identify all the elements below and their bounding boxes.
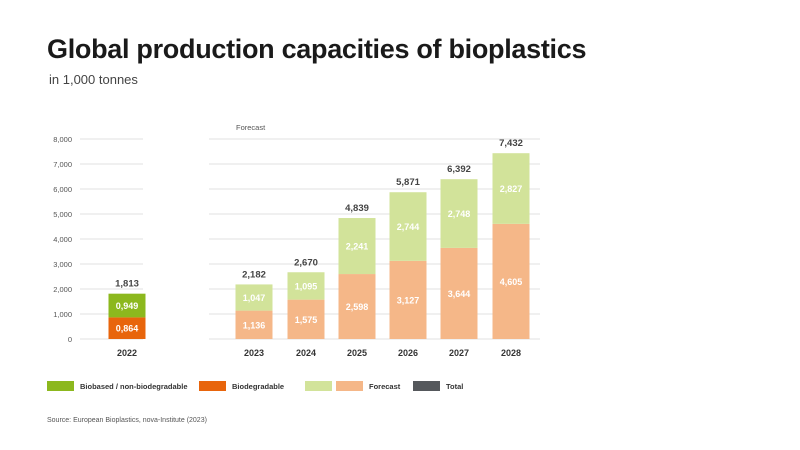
y-tick-label: 2,000 bbox=[53, 285, 72, 294]
x-tick-label: 2027 bbox=[449, 348, 469, 358]
total-label: 1,813 bbox=[115, 279, 139, 290]
y-tick-label: 6,000 bbox=[53, 185, 72, 194]
legend-swatch-forecast_biodegradable bbox=[336, 381, 363, 391]
bar-biobased-2022 bbox=[108, 293, 146, 318]
chart-subtitle: in 1,000 tonnes bbox=[49, 72, 138, 87]
bar-biobased-2024 bbox=[287, 272, 325, 300]
legend-label: Forecast bbox=[369, 382, 401, 391]
data-label-biobased: 2,744 bbox=[397, 222, 420, 232]
bar-biobased-2025 bbox=[338, 218, 376, 275]
data-label-biodegradable: 1,575 bbox=[295, 315, 318, 325]
legend-swatch-biodegradable bbox=[199, 381, 226, 391]
bar-biobased-2026 bbox=[389, 192, 427, 261]
total-label: 2,670 bbox=[294, 257, 318, 268]
bar-biobased-2023 bbox=[235, 284, 273, 311]
legend-label: Biodegradable bbox=[232, 382, 284, 391]
y-tick-label: 0 bbox=[68, 335, 72, 344]
x-tick-label: 2023 bbox=[244, 348, 264, 358]
y-tick-label: 3,000 bbox=[53, 260, 72, 269]
y-tick-label: 5,000 bbox=[53, 210, 72, 219]
data-label-biodegradable: 4,605 bbox=[500, 277, 523, 287]
legend-swatch-biobased bbox=[47, 381, 74, 391]
bar-biodegradable-2025 bbox=[338, 274, 376, 339]
data-label-biobased: 1,047 bbox=[243, 293, 266, 303]
bar-biobased-2028 bbox=[492, 153, 530, 224]
legend-swatch-total bbox=[413, 381, 440, 391]
total-label: 5,871 bbox=[396, 177, 420, 188]
x-tick-label: 2026 bbox=[398, 348, 418, 358]
data-label-biodegradable: 2,598 bbox=[346, 302, 369, 312]
data-label-biodegradable: 0,864 bbox=[116, 324, 139, 334]
legend-label: Total bbox=[446, 382, 463, 391]
total-label: 2,182 bbox=[242, 269, 266, 280]
source-note: Source: European Bioplastics, nova-Insti… bbox=[47, 417, 207, 424]
legend-swatch-forecast_biobased bbox=[305, 381, 332, 391]
bar-biodegradable-2027 bbox=[440, 247, 478, 339]
data-label-biodegradable: 1,136 bbox=[243, 320, 266, 330]
bar-biodegradable-2026 bbox=[389, 260, 427, 339]
data-label-biobased: 2,748 bbox=[448, 209, 471, 219]
data-label-biodegradable: 3,127 bbox=[397, 295, 420, 305]
data-label-biobased: 0,949 bbox=[116, 301, 139, 311]
chart-title: Global production capacities of bioplast… bbox=[47, 34, 587, 64]
total-label: 4,839 bbox=[345, 203, 369, 214]
y-tick-label: 7,000 bbox=[53, 160, 72, 169]
x-tick-label: 2028 bbox=[501, 348, 521, 358]
data-label-biobased: 1,095 bbox=[295, 281, 318, 291]
data-label-biobased: 2,241 bbox=[346, 242, 369, 252]
y-tick-label: 1,000 bbox=[53, 310, 72, 319]
x-tick-label: 2022 bbox=[117, 348, 137, 358]
data-label-biodegradable: 3,644 bbox=[448, 289, 471, 299]
bar-biodegradable-2023 bbox=[235, 310, 273, 339]
bar-biobased-2027 bbox=[440, 179, 478, 248]
total-label: 7,432 bbox=[499, 138, 523, 149]
bar-biodegradable-2024 bbox=[287, 299, 325, 339]
bar-biodegradable-2022 bbox=[108, 317, 146, 339]
x-tick-label: 2024 bbox=[296, 348, 316, 358]
y-tick-label: 4,000 bbox=[53, 235, 72, 244]
x-tick-label: 2025 bbox=[347, 348, 367, 358]
y-tick-label: 8,000 bbox=[53, 135, 72, 144]
legend-label: Biobased / non-biodegradable bbox=[80, 382, 188, 391]
total-label: 6,392 bbox=[447, 164, 471, 175]
forecast-label: Forecast bbox=[236, 123, 266, 132]
data-label-biobased: 2,827 bbox=[500, 184, 523, 194]
bar-biodegradable-2028 bbox=[492, 223, 530, 339]
